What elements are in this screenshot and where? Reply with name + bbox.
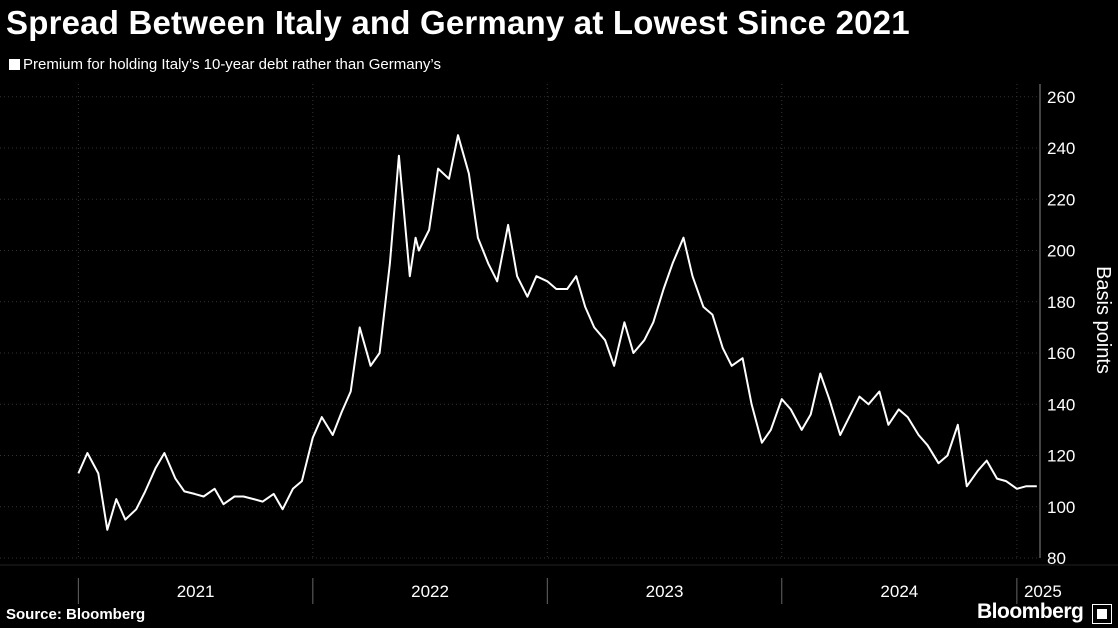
y-axis-label: Basis points bbox=[1092, 266, 1114, 374]
x-tick-label: 2021 bbox=[177, 582, 215, 601]
source-note: Source: Bloomberg bbox=[6, 606, 146, 623]
chart-title: Spread Between Italy and Germany at Lowe… bbox=[6, 4, 910, 41]
brand-mark-icon bbox=[1092, 604, 1112, 624]
legend-swatch bbox=[9, 59, 20, 70]
y-tick-label: 260 bbox=[1047, 88, 1075, 107]
x-tick-label: 2022 bbox=[411, 582, 449, 601]
y-tick-label: 180 bbox=[1047, 293, 1075, 312]
y-tick-label: 200 bbox=[1047, 242, 1075, 261]
y-tick-label: 100 bbox=[1047, 498, 1075, 517]
y-tick-label: 80 bbox=[1047, 549, 1066, 568]
x-tick-label: 2023 bbox=[646, 582, 684, 601]
brand-logo: Bloomberg bbox=[977, 600, 1084, 623]
x-tick-label: 2024 bbox=[880, 582, 918, 601]
y-tick-label: 220 bbox=[1047, 190, 1075, 209]
y-tick-label: 160 bbox=[1047, 344, 1075, 363]
legend: Premium for holding Italy’s 10-year debt… bbox=[9, 56, 441, 73]
y-tick-label: 140 bbox=[1047, 395, 1075, 414]
y-tick-label: 240 bbox=[1047, 139, 1075, 158]
x-tick-label: 2025 bbox=[1024, 582, 1062, 601]
legend-label: Premium for holding Italy’s 10-year debt… bbox=[23, 56, 441, 73]
y-tick-label: 120 bbox=[1047, 447, 1075, 466]
series-line-0 bbox=[77, 134, 1037, 531]
